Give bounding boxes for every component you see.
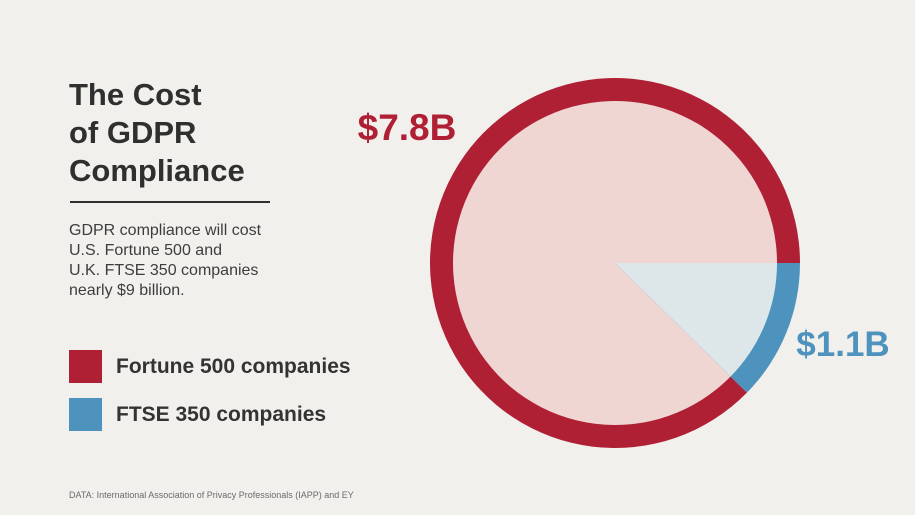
pie-slice-fortune-500 [453, 101, 777, 426]
title-line-1: The Cost [69, 77, 202, 112]
pie-slice-ftse-350 [615, 263, 777, 377]
title-line-2: of GDPR [69, 115, 197, 150]
legend-label-ftse-350: FTSE 350 companies [116, 403, 327, 426]
title-divider [70, 201, 270, 203]
description-line-2: U.S. Fortune 500 and [69, 242, 222, 259]
description-line-4: nearly $9 billion. [69, 282, 185, 299]
data-label-ftse-350: $1.1B [796, 325, 889, 364]
legend-swatch-ftse-350 [69, 398, 102, 431]
legend-swatch-fortune-500 [69, 350, 102, 383]
description-line-1: GDPR compliance will cost [69, 222, 262, 239]
legend-label-fortune-500: Fortune 500 companies [116, 355, 351, 378]
source-note: DATA: International Association of Priva… [69, 490, 354, 500]
pie-slices [430, 77, 800, 448]
description: GDPR compliance will cost U.S. Fortune 5… [69, 221, 349, 301]
chart-title: The Cost of GDPR Compliance [69, 76, 329, 190]
data-label-fortune-500: $7.8B [358, 107, 457, 148]
description-line-3: U.K. FTSE 350 companies [69, 262, 259, 279]
title-line-3: Compliance [69, 153, 245, 188]
